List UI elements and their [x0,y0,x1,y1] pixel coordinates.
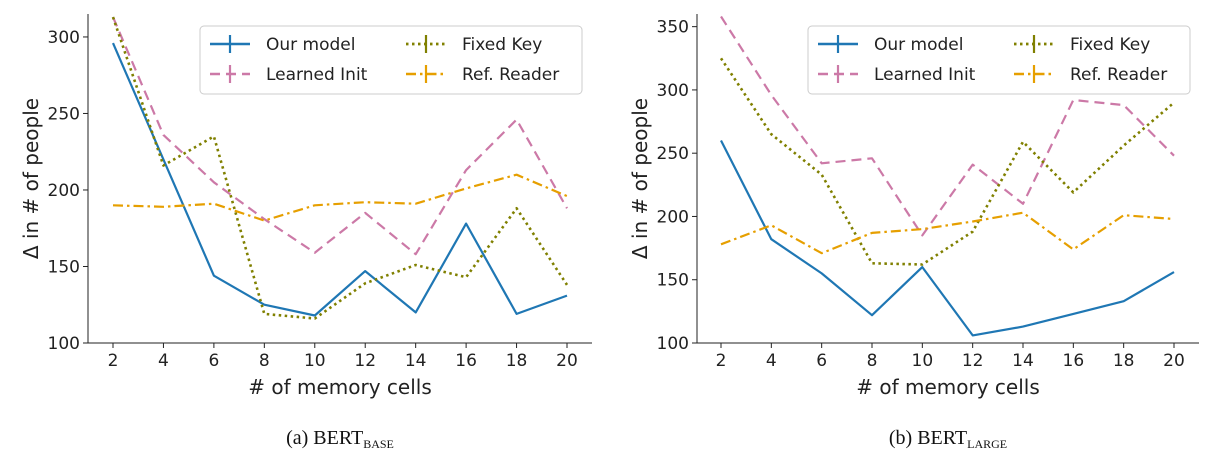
chart-panel-b: 2 4 6 8 10 12 14 16 18 20 100 150 200 250 300 350 # of m… [628,14,1199,451]
x-axis-label: # of memory cells [856,375,1040,399]
x-tick-label: 16 [455,351,477,371]
x-tick-label: 20 [1163,351,1185,371]
y-tick-label: 200 [48,181,80,201]
legend-label: Our model [874,35,963,55]
series-line-fixed-key [111,16,569,320]
x-tick-label: 18 [1113,351,1135,371]
y-tick-label: 300 [657,81,689,101]
y-tick-label: 100 [48,334,80,354]
series-line-our-model [720,140,1175,337]
y-tick-label: 350 [657,18,689,38]
series-line-learned-init [111,16,568,256]
y-tick-label: 100 [657,334,689,354]
x-tick-label: 8 [867,351,878,371]
series-group [111,16,569,320]
legend-label: Learned Init [266,65,368,85]
x-tick-label: 14 [1012,351,1034,371]
x-tick-label: 6 [816,351,827,371]
chart-panel-a: 2 4 6 8 10 12 14 16 18 20 100 150 200 250 300 # of memo… [19,14,592,451]
y-tick-label: 300 [48,28,80,48]
legend-label: Ref. Reader [462,65,559,85]
legend-label: Our model [266,35,355,55]
legend: Our model Learned Init Fixed Key Ref. Reade… [807,25,1191,95]
panel-caption: (b) BERTLARGE [889,427,1007,451]
x-axis-label: # of memory cells [248,375,432,399]
series-line-learned-init [720,15,1175,237]
x-tick-label: 20 [556,351,578,371]
x-tick-label: 14 [405,351,427,371]
series-line-our-model [111,42,568,317]
x-tick-label: 8 [259,351,270,371]
x-tick-label: 2 [716,351,727,371]
series-line-ref-reader [112,173,568,222]
legend-label: Ref. Reader [1070,65,1167,85]
x-tick-label: 12 [962,351,984,371]
legend: Our model Learned Init Fixed Key Ref. Reade… [199,25,583,95]
legend-label: Fixed Key [1070,35,1150,55]
legend-label: Learned Init [874,65,976,85]
y-tick-label: 250 [48,104,80,124]
x-tick-label: 6 [208,351,219,371]
y-tick-label: 150 [657,271,689,291]
x-tick-label: 12 [354,351,376,371]
legend-label: Fixed Key [462,35,542,55]
x-tick-label: 10 [912,351,934,371]
x-tick-label: 18 [506,351,528,371]
series-line-ref-reader [720,211,1175,255]
legend-box [199,25,583,95]
y-tick-label: 150 [48,257,80,277]
x-tick-label: 4 [766,351,777,371]
series-group [719,15,1175,337]
x-tick-label: 16 [1063,351,1085,371]
panel-caption: (a) BERTBASE [286,427,394,451]
x-tick-label: 10 [304,351,326,371]
y-axis-label: Δ in # of people [628,98,652,259]
legend-box [807,25,1191,95]
series-line-fixed-key [719,57,1175,266]
y-tick-label: 250 [657,144,689,164]
x-tick-label: 2 [108,351,119,371]
y-tick-label: 200 [657,207,689,227]
x-tick-label: 4 [158,351,169,371]
y-axis-label: Δ in # of people [19,98,43,259]
